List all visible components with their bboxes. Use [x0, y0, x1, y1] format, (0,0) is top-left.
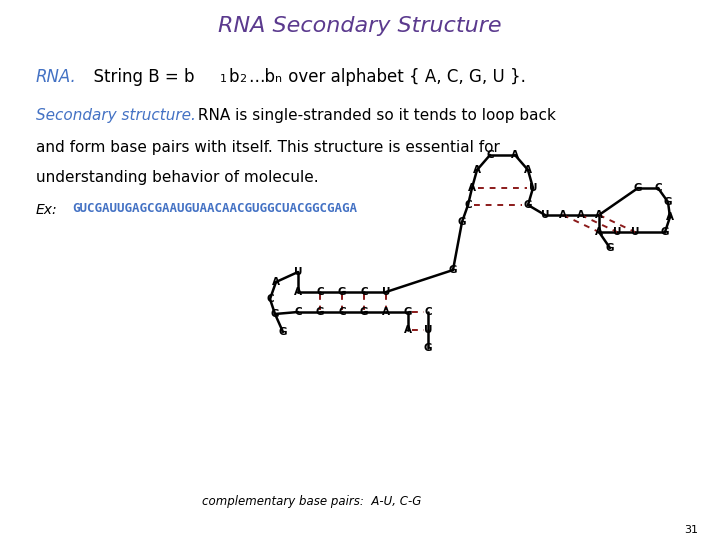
Text: A: A — [577, 210, 585, 220]
Text: A: A — [511, 150, 519, 160]
Text: 31: 31 — [685, 524, 698, 535]
Text: C: C — [424, 307, 432, 317]
Text: complementary base pairs:  A-U, C-G: complementary base pairs: A-U, C-G — [202, 495, 421, 508]
Text: U: U — [424, 325, 432, 335]
Text: G: G — [360, 307, 368, 317]
Text: G: G — [279, 327, 287, 337]
Text: C: C — [266, 294, 274, 304]
Text: 1: 1 — [220, 74, 227, 84]
Text: A: A — [473, 165, 481, 175]
Text: C: C — [486, 150, 494, 160]
Text: Secondary structure.: Secondary structure. — [36, 108, 196, 123]
Text: A: A — [595, 210, 603, 220]
Text: understanding behavior of molecule.: understanding behavior of molecule. — [36, 170, 319, 185]
Text: A: A — [559, 210, 567, 220]
Text: G: G — [634, 183, 642, 193]
Text: Ex:: Ex: — [36, 202, 58, 217]
Text: U: U — [613, 227, 621, 237]
Text: U: U — [528, 183, 537, 193]
Text: 2: 2 — [239, 74, 246, 84]
Text: G: G — [664, 197, 672, 207]
Text: C: C — [464, 200, 472, 210]
Text: C: C — [360, 287, 368, 297]
Text: A: A — [524, 165, 532, 175]
Text: over alphabet { A, C, G, U }.: over alphabet { A, C, G, U }. — [283, 68, 526, 85]
Text: G: G — [271, 309, 279, 319]
Text: G: G — [316, 307, 324, 317]
Text: A: A — [294, 287, 302, 297]
Text: RNA Secondary Structure: RNA Secondary Structure — [218, 16, 502, 36]
Text: RNA.: RNA. — [36, 68, 77, 85]
Text: A: A — [666, 212, 674, 222]
Text: A: A — [404, 325, 412, 335]
Text: C: C — [654, 183, 662, 193]
Text: G: G — [404, 307, 413, 317]
Text: C: C — [316, 287, 324, 297]
Text: G: G — [338, 287, 346, 297]
Text: String B = b: String B = b — [83, 68, 194, 85]
Text: G: G — [449, 265, 457, 275]
Text: G: G — [458, 217, 467, 227]
Text: G: G — [424, 343, 432, 353]
Text: C: C — [294, 307, 302, 317]
Text: b: b — [229, 68, 240, 85]
Text: U: U — [541, 210, 549, 220]
Text: and form base pairs with itself. This structure is essential for: and form base pairs with itself. This st… — [36, 140, 500, 156]
Text: G: G — [523, 200, 532, 210]
Text: …b: …b — [248, 68, 275, 85]
Text: G: G — [661, 227, 670, 237]
Text: RNA is single-stranded so it tends to loop back: RNA is single-stranded so it tends to lo… — [193, 108, 556, 123]
Text: A: A — [468, 183, 476, 193]
Text: A: A — [272, 277, 280, 287]
Text: GUCGAUUGAGCGAAUGUAACAACGUGGCUACGGCGAGA: GUCGAUUGAGCGAAUGUAACAACGUGGCUACGGCGAGA — [72, 202, 357, 215]
Text: C: C — [338, 307, 346, 317]
Text: U: U — [294, 267, 302, 277]
Text: A: A — [382, 307, 390, 317]
Text: A: A — [595, 227, 603, 237]
Text: G: G — [606, 243, 614, 253]
Text: n: n — [275, 74, 282, 84]
Text: U: U — [382, 287, 390, 297]
Text: U: U — [631, 227, 639, 237]
